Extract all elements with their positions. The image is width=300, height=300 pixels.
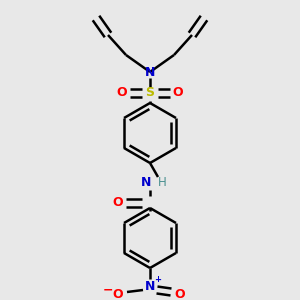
- Text: N: N: [141, 176, 151, 190]
- Text: O: O: [113, 196, 123, 209]
- Text: N: N: [145, 280, 155, 292]
- Text: S: S: [146, 86, 154, 100]
- Text: O: O: [175, 287, 185, 300]
- Text: +: +: [154, 274, 161, 284]
- Text: O: O: [173, 86, 183, 100]
- Text: −: −: [103, 284, 113, 296]
- Text: O: O: [117, 86, 127, 100]
- Text: O: O: [113, 287, 123, 300]
- Text: N: N: [145, 65, 155, 79]
- Text: H: H: [158, 176, 166, 190]
